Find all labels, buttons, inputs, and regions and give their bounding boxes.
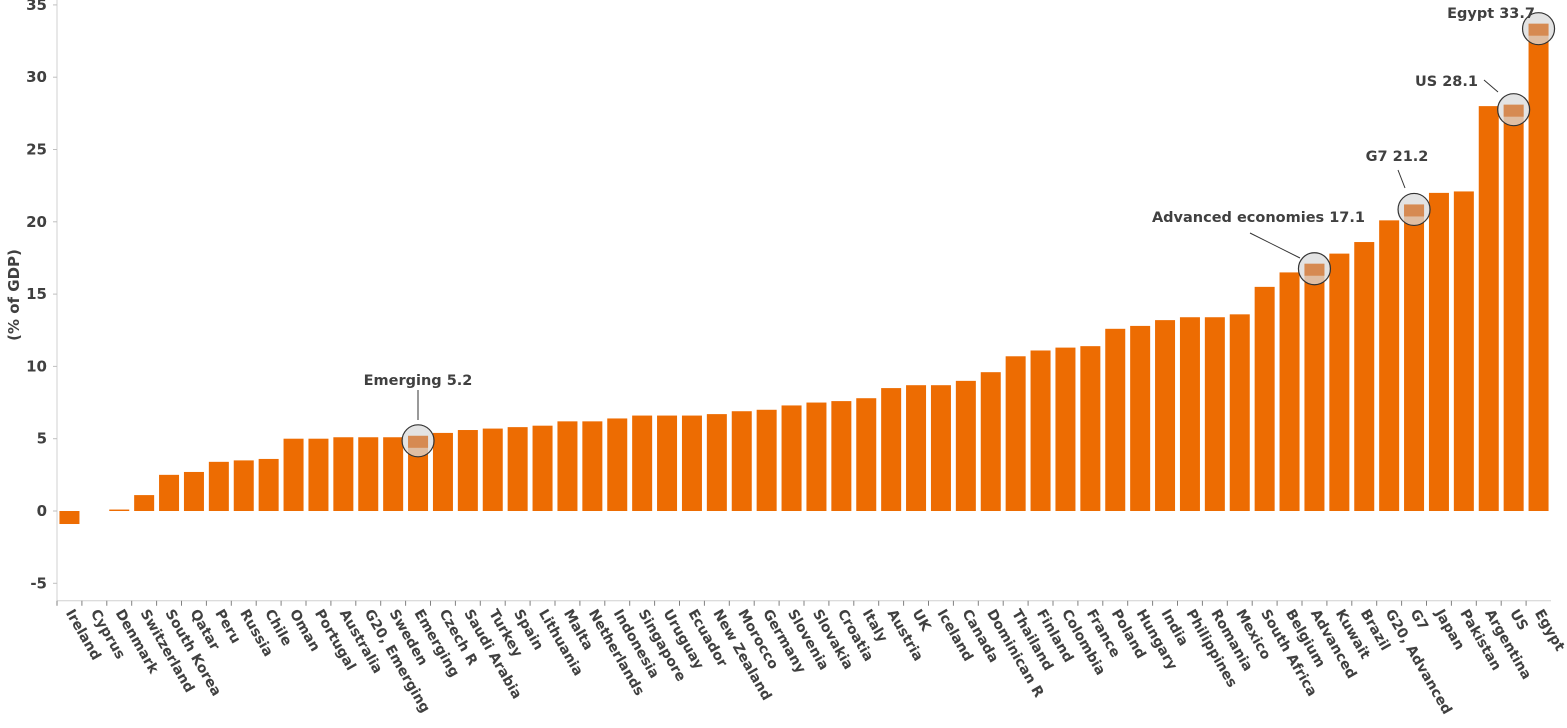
bar-austria xyxy=(881,388,902,511)
bar-mexico xyxy=(1229,314,1250,511)
bar-denmark xyxy=(109,509,130,511)
bar-argentina xyxy=(1478,106,1499,512)
bar-chile xyxy=(258,458,279,511)
bar-belgium xyxy=(1279,272,1300,511)
bar-netherlands xyxy=(582,421,603,511)
bar-slovenia xyxy=(781,405,802,511)
annotation-label: Egypt 33.7 xyxy=(1447,6,1535,22)
bar-us xyxy=(1503,104,1524,511)
bar-czech-r xyxy=(432,432,453,511)
annotation-leader-line xyxy=(1397,169,1406,189)
bar-canada xyxy=(955,380,976,511)
annotations: Emerging 5.2 Advanced economies 17.1 G7 21… xyxy=(364,6,1556,458)
bar-egypt xyxy=(1528,23,1549,512)
bar-switzerland xyxy=(134,495,155,511)
bar-qatar xyxy=(183,471,204,511)
bar-south-africa xyxy=(1254,286,1275,511)
bar-russia xyxy=(233,460,254,511)
y-tick-label: 10 xyxy=(26,357,47,375)
bar-pakistan xyxy=(1453,191,1474,511)
bar-croatia xyxy=(831,401,852,511)
annotation-leader-line xyxy=(1483,79,1499,93)
bar-spain xyxy=(507,427,528,511)
bar-portugal xyxy=(308,438,329,511)
y-axis-label: (% of GDP) xyxy=(5,249,23,341)
highlight-bar-top xyxy=(1404,204,1425,217)
bar-slovakia xyxy=(806,402,827,511)
annotation-label: US 28.1 xyxy=(1415,74,1478,90)
x-tick-label: US xyxy=(1506,607,1531,634)
annotation-label: G7 21.2 xyxy=(1366,149,1429,165)
bar-sweden xyxy=(383,437,404,511)
bar-saudi-arabia xyxy=(457,430,478,511)
bar-lithuania xyxy=(532,425,553,511)
bar-indonesia xyxy=(607,418,628,511)
bar-australia xyxy=(333,437,354,511)
bar-oman xyxy=(283,438,304,511)
bar-ireland xyxy=(59,511,80,525)
bar-philippines xyxy=(1179,317,1200,511)
bar-france xyxy=(1080,346,1101,511)
y-tick-label: 5 xyxy=(37,430,47,448)
annotation-label: Advanced economies 17.1 xyxy=(1152,210,1365,226)
bar-thailand xyxy=(1005,356,1026,511)
bar-g7 xyxy=(1404,204,1425,511)
bar-uk xyxy=(906,385,927,511)
bar-japan xyxy=(1428,192,1449,511)
highlight-bar-top xyxy=(1304,263,1325,276)
bar-hungary xyxy=(1130,325,1151,511)
bar-finland xyxy=(1030,350,1051,511)
bar-malta xyxy=(557,421,578,511)
y-tick-label: 35 xyxy=(26,0,47,14)
y-tick-label: 30 xyxy=(26,68,47,86)
bar-new-zealand xyxy=(706,414,727,511)
y-tick-label: 0 xyxy=(37,502,47,520)
bar-dominican-r xyxy=(980,372,1001,511)
bar-italy xyxy=(856,398,877,511)
bar-turkey xyxy=(482,428,503,511)
highlight-bar-top xyxy=(408,435,429,448)
bar-g20-emerging xyxy=(358,437,379,511)
axes: -5 0 5 10 15 20 25 30 35 xyxy=(26,0,1551,606)
bar-colombia xyxy=(1055,347,1076,511)
y-tick-label: 25 xyxy=(26,141,47,159)
bar-singapore xyxy=(632,415,653,511)
bar-ecuador xyxy=(681,415,702,511)
highlight-bar-top xyxy=(1528,23,1549,36)
bar-morocco xyxy=(731,411,752,511)
bars xyxy=(59,23,1549,525)
annotation-label: Emerging 5.2 xyxy=(364,373,473,389)
y-tick-label: 20 xyxy=(26,213,47,231)
highlight-bar-top xyxy=(1503,104,1524,117)
y-tick-label: -5 xyxy=(30,574,47,592)
bar-south-korea xyxy=(159,474,180,511)
bar-g20-advanced xyxy=(1379,220,1400,511)
bar-peru xyxy=(208,461,229,511)
x-tick-label: Egypt xyxy=(1531,607,1567,655)
bar-iceland xyxy=(930,385,951,511)
bar-advanced xyxy=(1304,263,1325,511)
annotation-leader-line xyxy=(1249,232,1301,259)
bar-kuwait xyxy=(1329,253,1350,511)
bar-india xyxy=(1155,320,1176,511)
bar-germany xyxy=(756,409,777,511)
bar-poland xyxy=(1105,328,1126,511)
x-tick-label: G7 xyxy=(1407,607,1431,633)
bar-brazil xyxy=(1354,242,1375,511)
bar-uruguay xyxy=(657,415,678,511)
y-tick-label: 15 xyxy=(26,285,47,303)
bar-romania xyxy=(1204,317,1225,511)
